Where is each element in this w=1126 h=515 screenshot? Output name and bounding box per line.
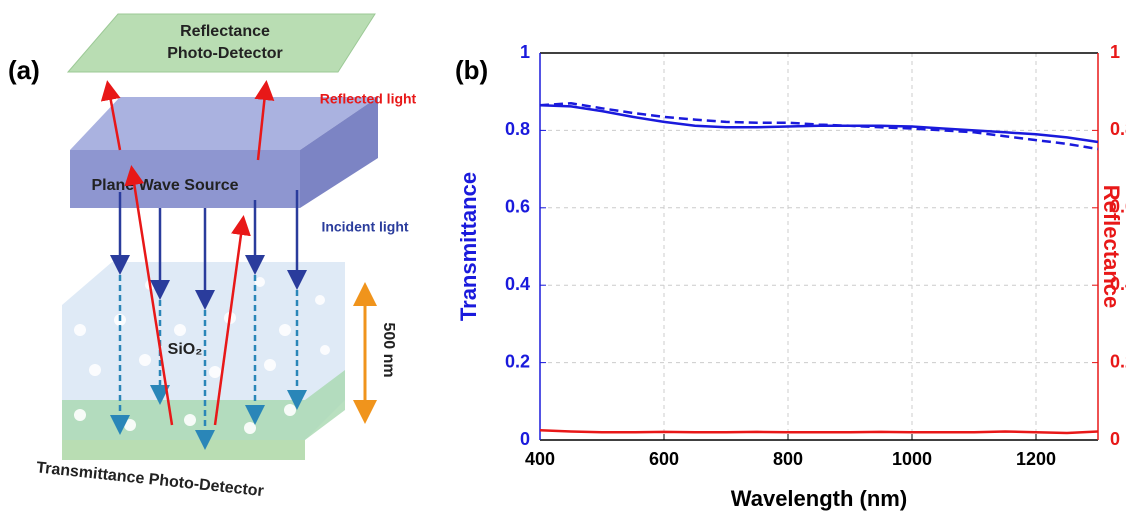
y-tick-label: 0.6 <box>505 197 530 217</box>
x-tick-label: 800 <box>773 449 803 469</box>
detector-plate <box>62 440 305 460</box>
x-tick-label: 1200 <box>1016 449 1056 469</box>
reflected-label: Reflected light <box>320 91 417 107</box>
y2-tick-label: 0.4 <box>1110 274 1126 294</box>
series-line <box>539 102 1099 151</box>
source-label: Plane Wave Source <box>91 177 238 194</box>
bottom-detector-label: Transmittance Photo-Detector <box>36 459 265 500</box>
y-tick-label: 0.2 <box>505 351 530 371</box>
sio2-block <box>62 262 345 440</box>
source-front <box>70 150 300 208</box>
incident-label: Incident light <box>321 219 408 235</box>
y-tick-label: 0 <box>520 429 530 449</box>
y2-tick-label: 0.2 <box>1110 351 1126 371</box>
panel-label: (a) <box>8 55 40 85</box>
panel-label: (b) <box>455 55 488 85</box>
y-axis-label: Transmittance <box>456 172 481 321</box>
y2-tick-label: 0 <box>1110 429 1120 449</box>
y-tick-label: 0.8 <box>505 119 530 139</box>
y2-tick-label: 0.6 <box>1110 197 1126 217</box>
material-label: SiO₂ <box>168 341 203 358</box>
detector-label: Reflectance <box>180 23 270 40</box>
y2-axis-label: Reflectance <box>1099 185 1124 309</box>
thickness-label: 500 nm <box>380 322 397 377</box>
y-tick-label: 1 <box>520 42 530 62</box>
x-tick-label: 600 <box>649 449 679 469</box>
particles <box>74 277 330 434</box>
detector-label: Photo-Detector <box>167 45 283 62</box>
x-tick-label: 400 <box>525 449 555 469</box>
source-top <box>70 97 378 150</box>
arrows <box>100 80 377 450</box>
series-line <box>539 429 1099 435</box>
source-side <box>300 97 378 208</box>
x-tick-label: 1000 <box>892 449 932 469</box>
y2-tick-label: 1 <box>1110 42 1120 62</box>
x-axis-label: Wavelength (nm) <box>731 486 907 511</box>
y-tick-label: 0.4 <box>505 274 530 294</box>
diagram: (a) Reflectance Photo-Detector SiO₂ Tran… <box>8 13 417 500</box>
chart: 400 600 800 1000 1200 0 0.2 0.4 0.6 0.8 1 0 0.2 0.4 0.… <box>455 42 1126 511</box>
reflectance-detector <box>66 13 376 73</box>
y2-tick-label: 0.8 <box>1110 119 1126 139</box>
